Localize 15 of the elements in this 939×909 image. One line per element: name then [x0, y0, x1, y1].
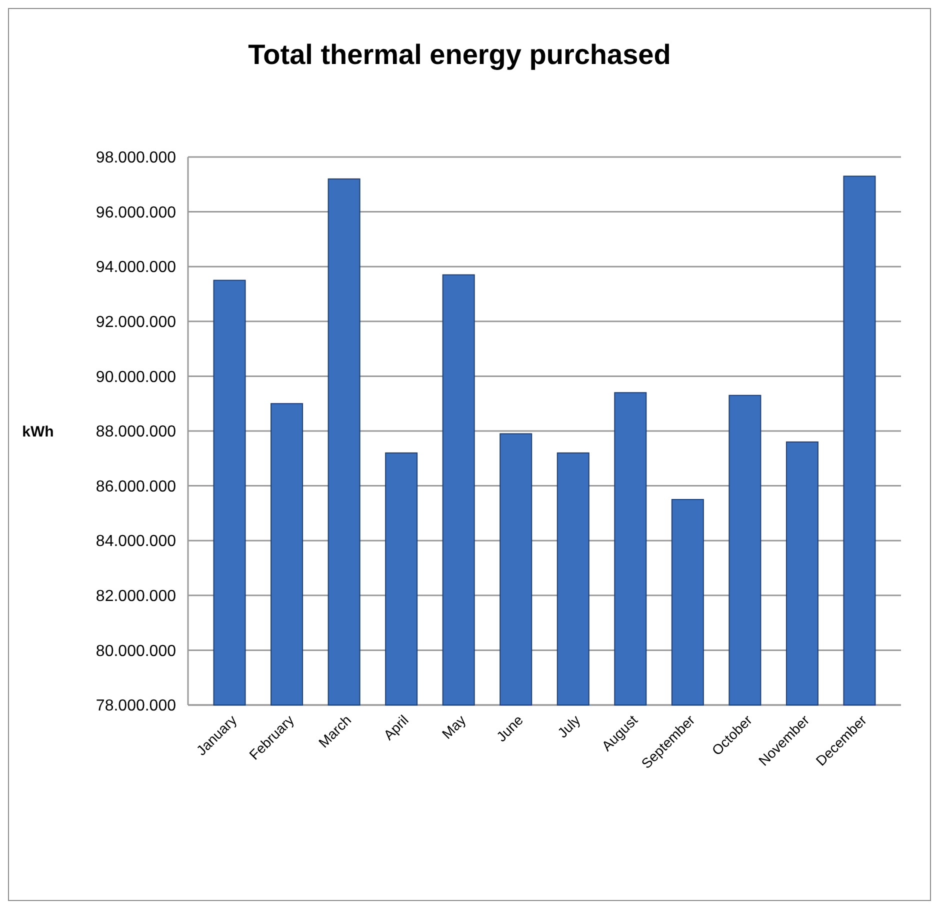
y-tick-label: 96.000.000	[96, 204, 176, 222]
y-tick-label: 82.000.000	[96, 588, 176, 605]
y-tick-label: 78.000.000	[96, 698, 176, 715]
y-tick-label: 94.000.000	[96, 259, 176, 276]
y-tick-label: 88.000.000	[96, 424, 176, 441]
y-tick-label: 92.000.000	[96, 314, 176, 331]
chart-title: Total thermal energy purchased	[248, 39, 671, 70]
x-tick-label: July	[554, 712, 584, 741]
y-tick-label: 98.000.000	[96, 150, 176, 167]
y-axis-title: kWh	[22, 423, 54, 440]
y-tick-label: 86.000.000	[96, 478, 176, 496]
x-tick-label: May	[438, 712, 469, 742]
y-tick-label: 80.000.000	[96, 642, 176, 660]
y-tick-label: 90.000.000	[96, 368, 176, 386]
y-tick-label: 84.000.000	[96, 533, 176, 550]
